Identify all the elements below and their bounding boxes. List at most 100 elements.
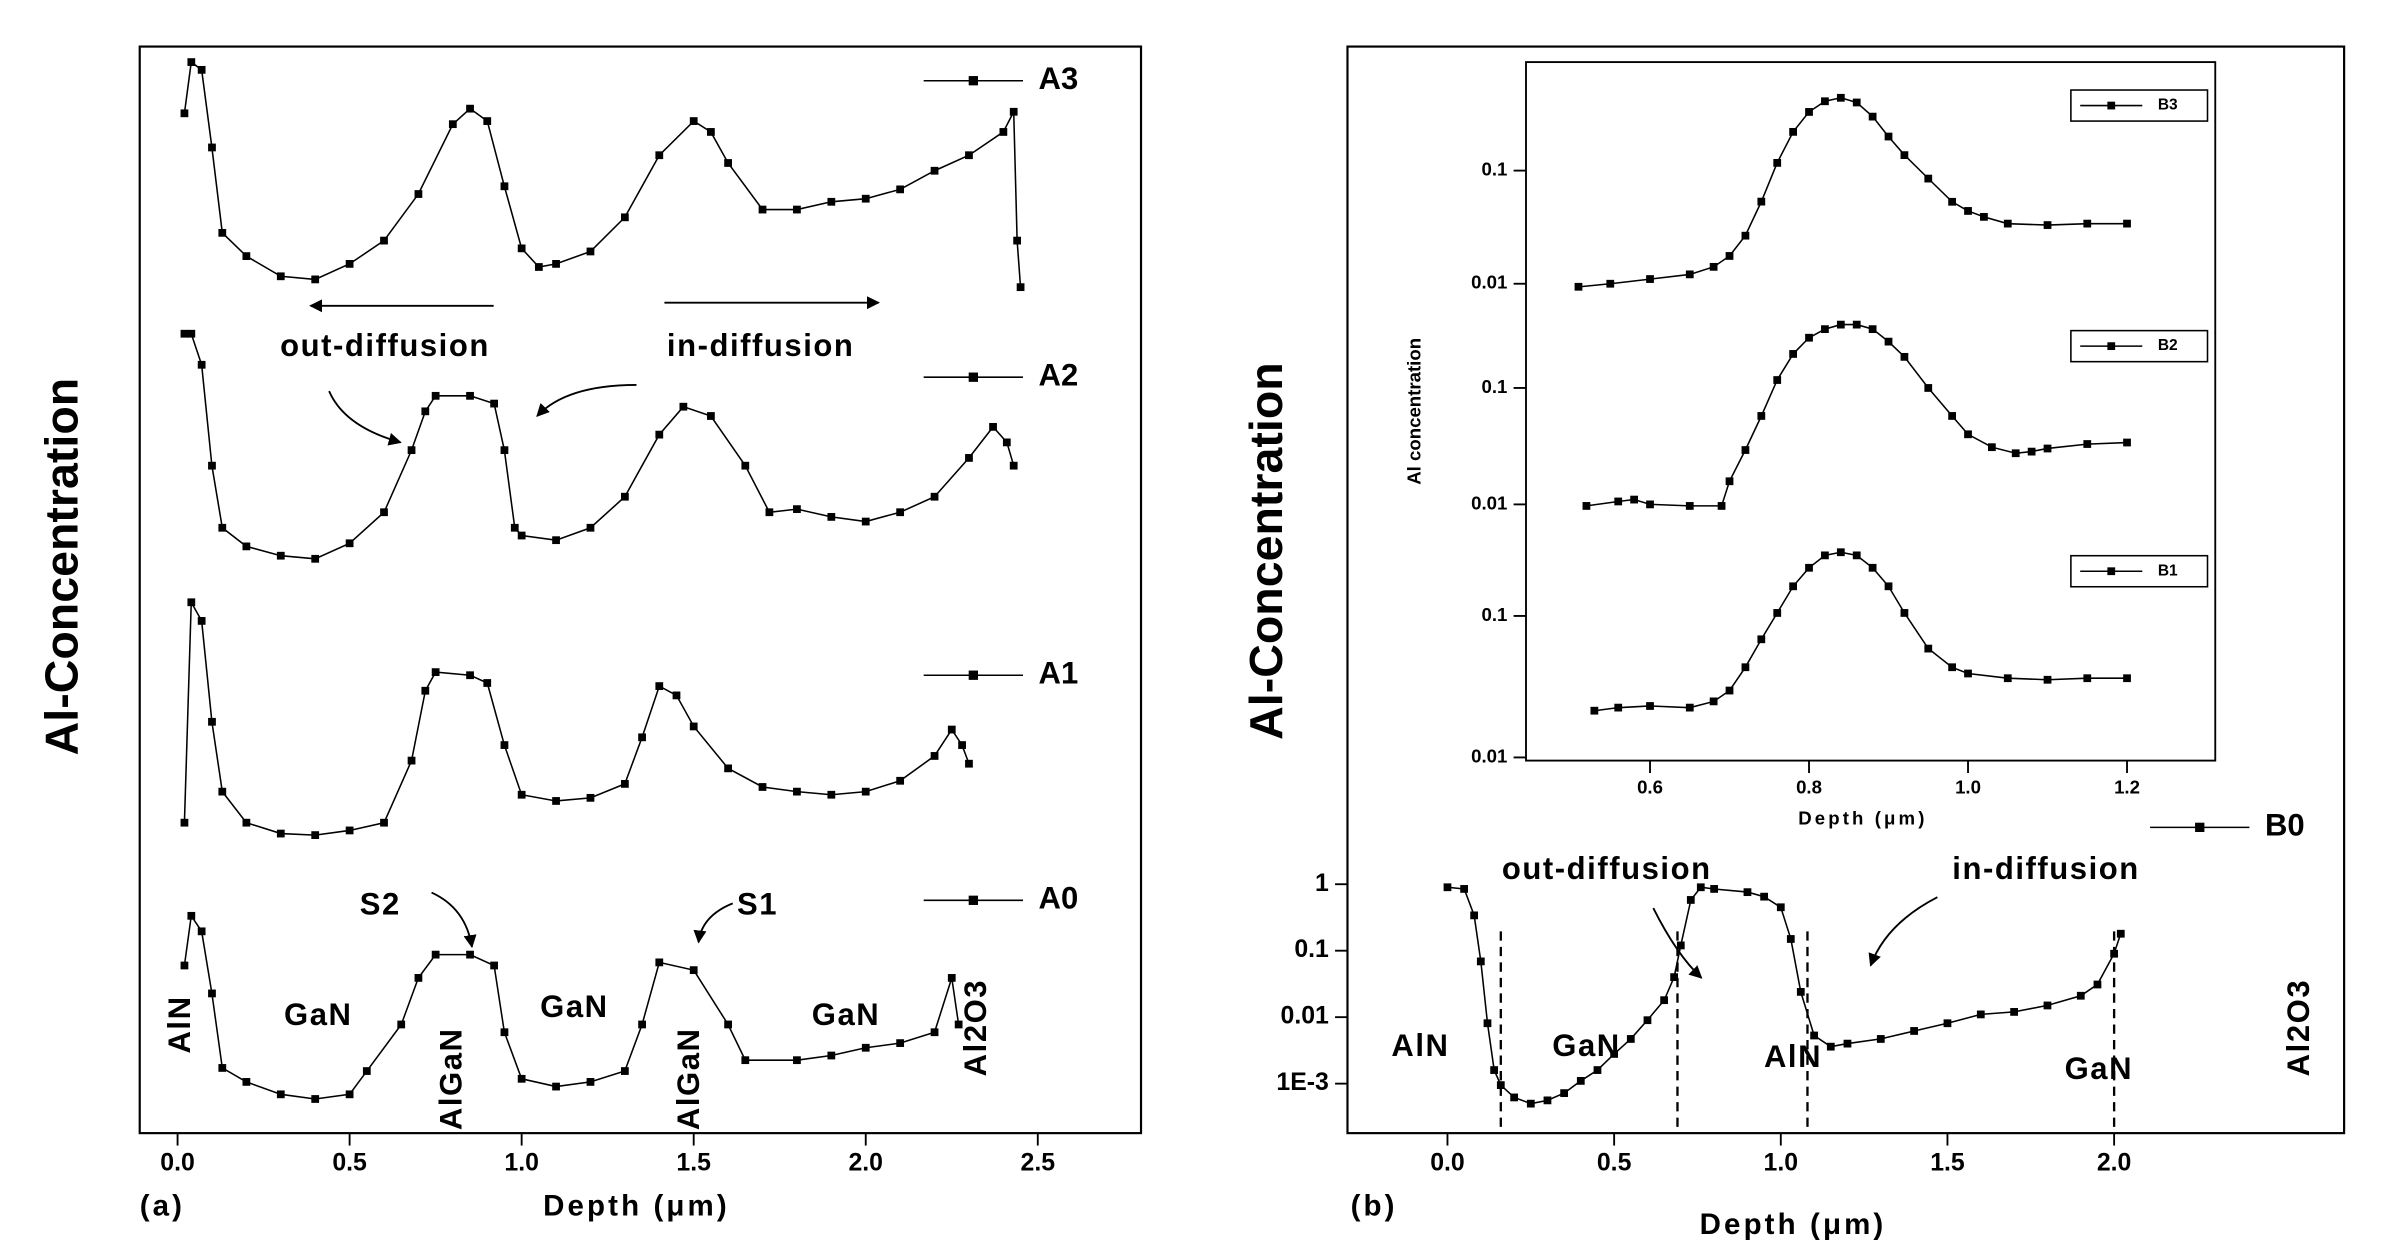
data-point	[2043, 675, 2052, 684]
data-point	[1757, 197, 1766, 206]
data-point	[517, 531, 526, 540]
data-point	[1757, 635, 1766, 644]
data-point	[1560, 1089, 1569, 1097]
annotation: GaN	[2065, 1051, 2133, 1086]
data-point	[500, 741, 509, 749]
data-point	[689, 117, 698, 125]
data-point	[2083, 219, 2092, 228]
data-point	[2110, 949, 2119, 958]
data-point	[1590, 706, 1599, 715]
data-point	[2043, 1001, 2052, 1010]
data-point	[793, 505, 801, 514]
data-point	[1900, 609, 1909, 617]
data-point	[586, 1078, 595, 1086]
data-point	[1810, 1031, 1819, 1040]
data-point	[1709, 262, 1718, 271]
data-point	[1710, 885, 1719, 893]
x-tick-label: 2.0	[848, 1150, 883, 1177]
legend-marker	[2107, 567, 2116, 576]
legend-label: B2	[2158, 337, 2178, 354]
data-point	[655, 151, 664, 160]
data-point	[758, 205, 767, 214]
annotation: S1	[737, 887, 778, 922]
data-point	[1696, 883, 1705, 892]
annotation: in-diffusion	[667, 328, 855, 363]
data-point	[362, 1067, 371, 1075]
arrow	[693, 902, 734, 944]
legend-label: A2	[1039, 357, 1079, 392]
y-tick-label: 0.1	[1294, 936, 1329, 963]
legend-marker	[2107, 101, 2116, 110]
data-point	[930, 752, 939, 760]
data-point	[552, 797, 560, 805]
data-point	[2043, 444, 2052, 453]
data-point	[276, 272, 285, 281]
legend-marker	[968, 76, 979, 86]
data-point	[414, 974, 423, 982]
y-tick-label: 0.01	[1471, 492, 1507, 513]
data-point	[1776, 903, 1785, 912]
data-point	[534, 263, 543, 271]
data-point	[1646, 500, 1654, 509]
data-point	[1610, 1050, 1619, 1058]
plot-frame	[1346, 45, 2346, 1135]
data-point	[793, 787, 801, 796]
data-point	[187, 58, 196, 66]
annotation: GaN	[540, 989, 608, 1024]
data-point	[1964, 669, 1972, 678]
data-point	[1980, 212, 1988, 221]
data-point	[1741, 446, 1750, 454]
data-point	[311, 275, 320, 284]
data-point	[1789, 350, 1798, 358]
data-point	[1741, 663, 1750, 672]
data-point	[2003, 219, 2012, 228]
data-point	[958, 741, 966, 749]
data-point	[1593, 1066, 1602, 1074]
data-point	[311, 1095, 320, 1103]
data-point	[1009, 461, 1018, 470]
legend-marker	[968, 670, 979, 680]
x-axis-label: Depth (μm)	[1798, 808, 1927, 829]
data-point	[930, 492, 939, 501]
data-point	[793, 205, 801, 214]
data-point	[1016, 283, 1025, 292]
data-point	[1614, 703, 1623, 712]
series-line	[1447, 886, 2122, 1105]
data-point	[896, 776, 905, 785]
data-point	[861, 517, 870, 526]
data-point	[311, 831, 320, 839]
data-point	[896, 185, 905, 194]
legend-label: A0	[1039, 881, 1079, 916]
data-point	[620, 1067, 629, 1075]
data-point	[1660, 996, 1669, 1005]
data-point	[276, 1090, 285, 1099]
data-point	[208, 461, 216, 470]
data-point	[552, 1082, 560, 1091]
series-line	[183, 913, 960, 1100]
data-point	[1725, 686, 1734, 695]
data-point	[707, 412, 715, 420]
data-point	[1924, 644, 1933, 653]
series-line	[183, 599, 970, 836]
data-point	[197, 360, 206, 369]
data-point	[827, 790, 836, 799]
data-point	[218, 523, 227, 532]
series-line	[1594, 551, 2128, 712]
data-point	[2123, 438, 2131, 447]
data-point	[180, 961, 189, 970]
data-point	[741, 461, 750, 470]
data-point	[1948, 663, 1957, 672]
data-point	[1789, 127, 1798, 136]
arrow	[1868, 896, 1938, 967]
data-point	[1805, 333, 1813, 342]
x-tick-label: 2.0	[2097, 1150, 2132, 1177]
y-tick-label: 0.1	[1481, 159, 1507, 180]
data-point	[466, 671, 474, 680]
data-point	[1757, 412, 1766, 420]
data-point	[655, 682, 664, 690]
data-point	[180, 109, 189, 118]
data-point	[896, 508, 905, 517]
data-point	[1743, 888, 1752, 897]
data-point	[218, 1064, 227, 1072]
